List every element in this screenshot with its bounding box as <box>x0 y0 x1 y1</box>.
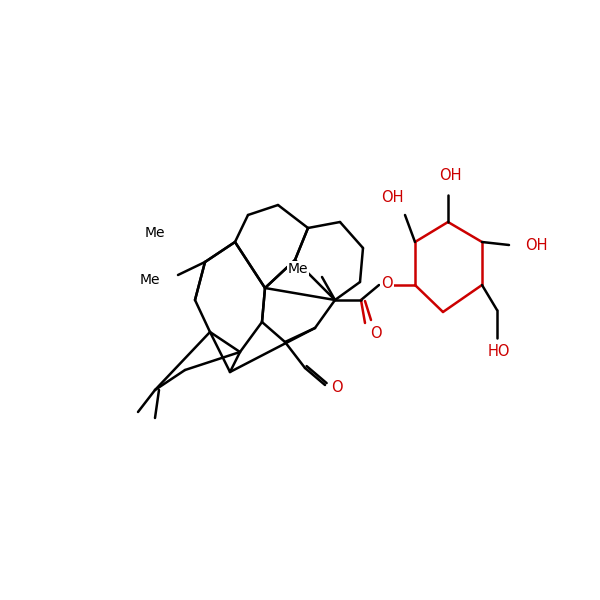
Text: OH: OH <box>439 169 461 184</box>
Text: Me: Me <box>145 226 165 240</box>
Text: OH: OH <box>525 238 548 253</box>
Text: HO: HO <box>488 343 510 358</box>
Text: Me: Me <box>139 273 160 287</box>
Text: OH: OH <box>381 191 403 205</box>
Text: Me: Me <box>287 262 308 276</box>
Text: O: O <box>370 326 382 341</box>
Text: O: O <box>381 277 393 292</box>
Text: O: O <box>331 380 343 395</box>
